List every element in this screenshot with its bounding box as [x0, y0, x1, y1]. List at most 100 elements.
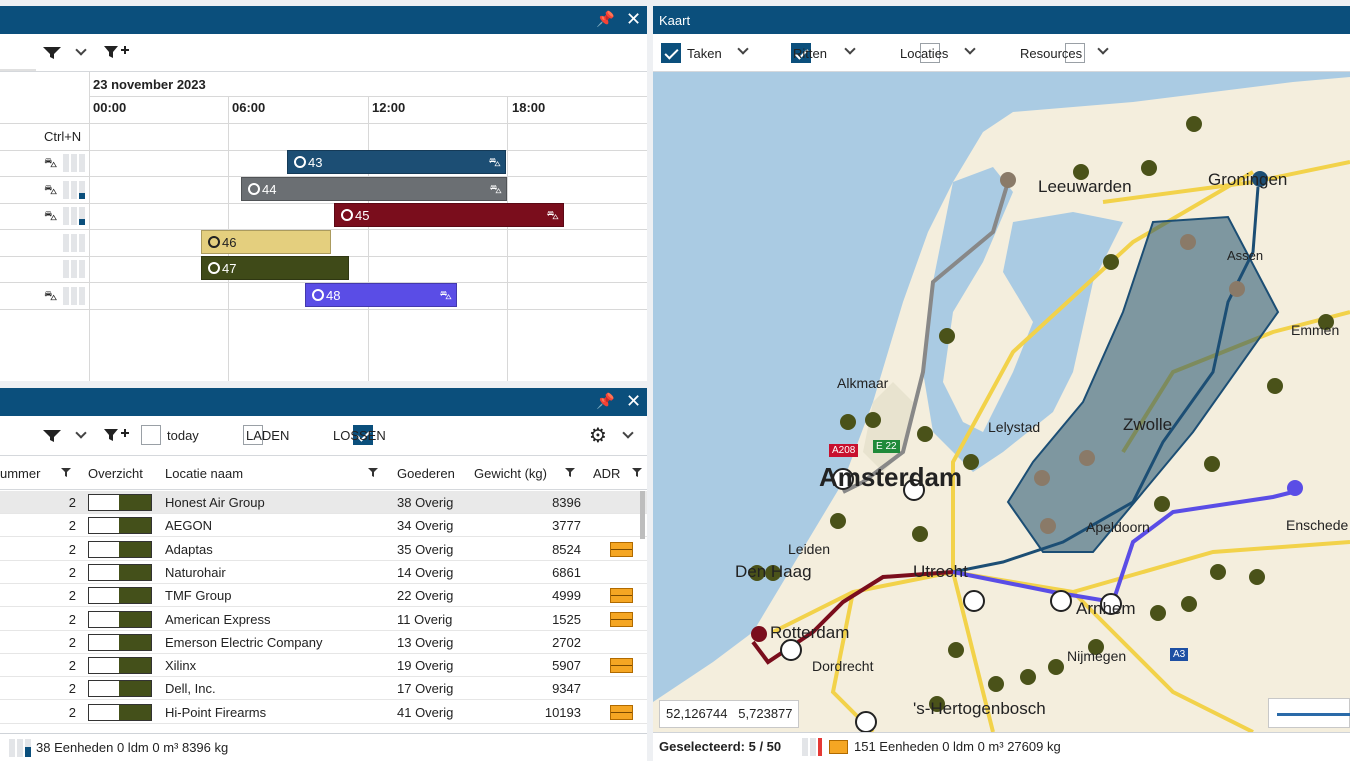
locaties-checkbox[interactable]: [920, 43, 941, 63]
pin-icon[interactable]: 📌: [596, 393, 615, 410]
map-toolbar: Taken Ritten Locaties Resources: [653, 34, 1350, 72]
scrollbar[interactable]: [640, 491, 645, 539]
chevron-down-icon[interactable]: [844, 43, 856, 55]
location-name: Naturohair: [165, 564, 226, 580]
row-number: 2: [68, 634, 76, 650]
goods: 17 Overig: [397, 681, 454, 697]
overview-bar: [88, 494, 152, 511]
chevron-down-icon[interactable]: [737, 43, 749, 55]
city-label: 's-Hertogenbosch: [913, 699, 1046, 718]
filter-icon[interactable]: [565, 468, 575, 477]
map-panel: Kaart Taken Ritten Locaties Resources: [653, 6, 1350, 761]
goods: 22 Overig: [397, 588, 454, 604]
overview-bar: [88, 657, 152, 675]
table-row[interactable]: 2 AEGON 34 Overig 3777: [0, 514, 647, 538]
overview-bar: [88, 563, 152, 581]
table-row[interactable]: 2 American Express 11 Overig 1525: [0, 608, 647, 631]
table-row[interactable]: 2 Adaptas 35 Overig 8524: [0, 538, 647, 561]
gantt-bar[interactable]: 48 ⛍: [305, 283, 457, 307]
filter-icon[interactable]: [61, 468, 71, 477]
col-overzicht[interactable]: Overzicht: [88, 465, 143, 481]
adr-icon: [829, 740, 848, 754]
goods: 34 Overig: [397, 518, 454, 534]
taken-checkbox[interactable]: [661, 43, 681, 63]
gear-icon[interactable]: ⚙: [589, 425, 607, 447]
col-locatie[interactable]: Locatie naam: [165, 465, 244, 481]
lossen-label: LOSSEN: [333, 428, 386, 443]
goods: 35 Overig: [397, 541, 454, 557]
close-icon[interactable]: ✕: [626, 9, 642, 29]
pin-icon[interactable]: 📌: [596, 11, 615, 28]
chevron-down-icon[interactable]: [622, 427, 634, 439]
goods: 11 Overig: [397, 611, 453, 627]
table-row[interactable]: 2 Hi-Point Firearms 41 Overig 10193: [0, 701, 647, 724]
road-badge: A3: [1170, 648, 1189, 661]
gantt-bar[interactable]: 46: [201, 230, 331, 254]
laden-checkbox[interactable]: [242, 425, 263, 445]
row-number: 2: [68, 518, 76, 534]
goods: 13 Overig: [397, 634, 454, 650]
filter-icon[interactable]: [632, 468, 642, 477]
locaties-label: Locaties: [900, 46, 949, 61]
table-row[interactable]: 2 Xilinx 19 Overig 5907: [0, 654, 647, 678]
filter-icon[interactable]: [368, 468, 378, 477]
gantt-chart: 23 november 2023 00:00 06:00 12:00 18:00…: [0, 72, 647, 381]
truck-icon: ⛍: [44, 155, 58, 170]
gantt-bar[interactable]: 43 ⛍: [287, 150, 506, 174]
truck-icon: ⛍: [44, 208, 58, 223]
selected-count: Geselecteerd: 5 / 50: [659, 739, 782, 754]
chevron-down-icon[interactable]: [964, 43, 976, 55]
col-adr[interactable]: ADR: [593, 465, 621, 481]
new-shortcut-label[interactable]: Ctrl+N: [44, 129, 82, 144]
filter-add-icon[interactable]: [104, 428, 130, 442]
gantt-bar[interactable]: 45 ⛍: [334, 203, 564, 227]
resources-label: Resources: [1020, 46, 1083, 61]
table-row[interactable]: 2 Naturohair 14 Overig 6861: [0, 561, 647, 584]
planning-toolbar: [0, 34, 647, 72]
city-label: Arnhem: [1076, 599, 1136, 618]
row-number: 2: [68, 541, 76, 557]
location-name: Hi-Point Firearms: [165, 704, 267, 720]
orders-toolbar: today LADEN LOSSEN ⚙: [0, 416, 647, 456]
location-name: Xilinx: [165, 658, 197, 674]
table-row[interactable]: 2 Emerson Electric Company 13 Overig 2702: [0, 631, 647, 654]
chevron-down-icon[interactable]: [75, 427, 87, 439]
city-label: Emmen: [1291, 322, 1340, 338]
truck-icon: ⛍: [439, 288, 452, 302]
weight: 8524: [552, 541, 581, 557]
overview-bar: [88, 517, 152, 535]
close-icon[interactable]: ✕: [626, 391, 642, 411]
filter-icon[interactable]: [43, 430, 61, 442]
road-badge: E 22: [873, 440, 900, 453]
col-nummer[interactable]: ummer: [0, 465, 41, 481]
gantt-bar[interactable]: 47: [201, 256, 349, 280]
gantt-date: 23 november 2023: [93, 77, 206, 92]
filter-add-icon[interactable]: [104, 45, 130, 59]
map-title: Kaart: [659, 12, 691, 28]
map-titlebar: Kaart: [653, 6, 1350, 34]
gantt-bar[interactable]: 44 ⛍: [241, 177, 507, 201]
orders-statusbar: 38 Eenheden 0 ldm 0 m³ 8396 kg: [0, 733, 647, 761]
chevron-down-icon[interactable]: [75, 44, 87, 56]
weight: 5907: [552, 658, 581, 674]
map-canvas[interactable]: Leeuwarden Groningen Assen Emmen Alkmaar…: [653, 72, 1350, 732]
planning-panel: 📌 ✕ 23 november 2023 00:00 06:00 12:00 1…: [0, 6, 647, 381]
table-row[interactable]: 2 Honest Air Group 38 Overig 8396: [0, 491, 647, 514]
today-checkbox[interactable]: [141, 425, 161, 445]
ritten-checkbox[interactable]: [790, 43, 811, 63]
planning-titlebar: 📌 ✕: [0, 6, 647, 34]
lossen-checkbox[interactable]: [353, 425, 374, 445]
orders-status-text: 38 Eenheden 0 ldm 0 m³ 8396 kg: [36, 740, 229, 755]
col-goederen[interactable]: Goederen: [397, 465, 455, 481]
truck-icon: ⛍: [44, 288, 58, 303]
adr-icon: [610, 588, 633, 604]
resources-checkbox[interactable]: [1064, 43, 1085, 63]
table-row[interactable]: 2 TMF Group 22 Overig 4999: [0, 584, 647, 608]
filter-icon[interactable]: [43, 47, 61, 59]
col-gewicht[interactable]: Gewicht (kg): [474, 465, 547, 481]
chevron-down-icon[interactable]: [1097, 43, 1109, 55]
road-badge: A208: [829, 444, 859, 457]
laden-label: LADEN: [246, 428, 290, 443]
table-row[interactable]: 2 Dell, Inc. 17 Overig 9347: [0, 677, 647, 701]
city-label: Leeuwarden: [1038, 177, 1132, 196]
